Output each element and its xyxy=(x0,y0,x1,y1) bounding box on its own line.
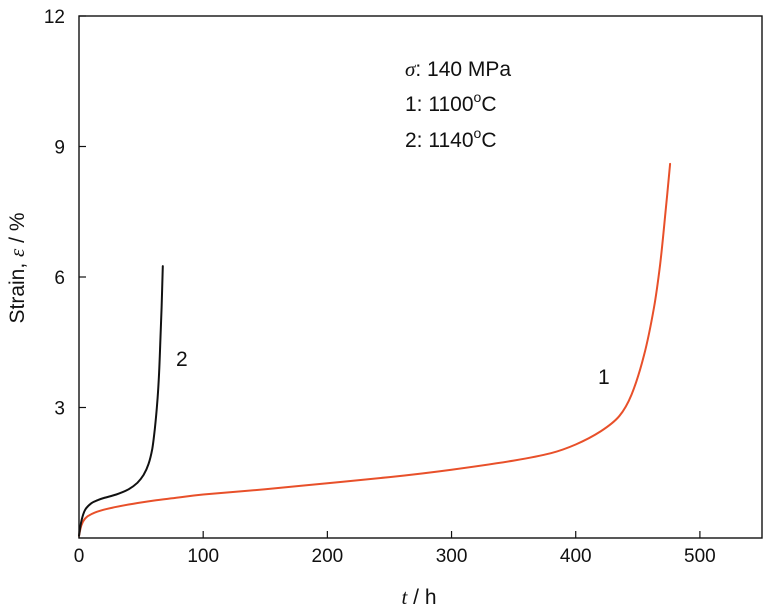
stress-annotation: σ: 140 MPa xyxy=(405,57,511,81)
curve-1-label: 1 xyxy=(598,366,610,389)
x-axis-ticks: 0 100 200 300 400 500 xyxy=(74,531,716,567)
x-tick-label: 500 xyxy=(684,546,716,567)
x-tick-label: 300 xyxy=(436,546,468,567)
series-1-line xyxy=(78,162,672,537)
y-tick-label: 9 xyxy=(54,138,65,159)
temperature-1-annotation: 1: 1100oC xyxy=(405,89,496,116)
series-2-line xyxy=(78,265,164,537)
x-tick-label: 0 xyxy=(74,546,85,567)
curve-2-label: 2 xyxy=(176,348,188,371)
y-tick-label: 12 xyxy=(44,7,65,28)
y-axis-label: Strain, ε / % xyxy=(5,213,29,324)
x-tick-label: 100 xyxy=(187,546,219,567)
y-axis-ticks: 3 6 9 12 xyxy=(44,7,86,420)
temperature-2-annotation: 2: 1140oC xyxy=(405,125,496,152)
x-tick-label: 200 xyxy=(312,546,344,567)
x-axis-label: t / h xyxy=(401,585,436,609)
y-tick-label: 3 xyxy=(54,399,65,420)
y-tick-label: 6 xyxy=(54,268,65,289)
x-tick-label: 400 xyxy=(560,546,592,567)
series-lines xyxy=(78,162,672,537)
